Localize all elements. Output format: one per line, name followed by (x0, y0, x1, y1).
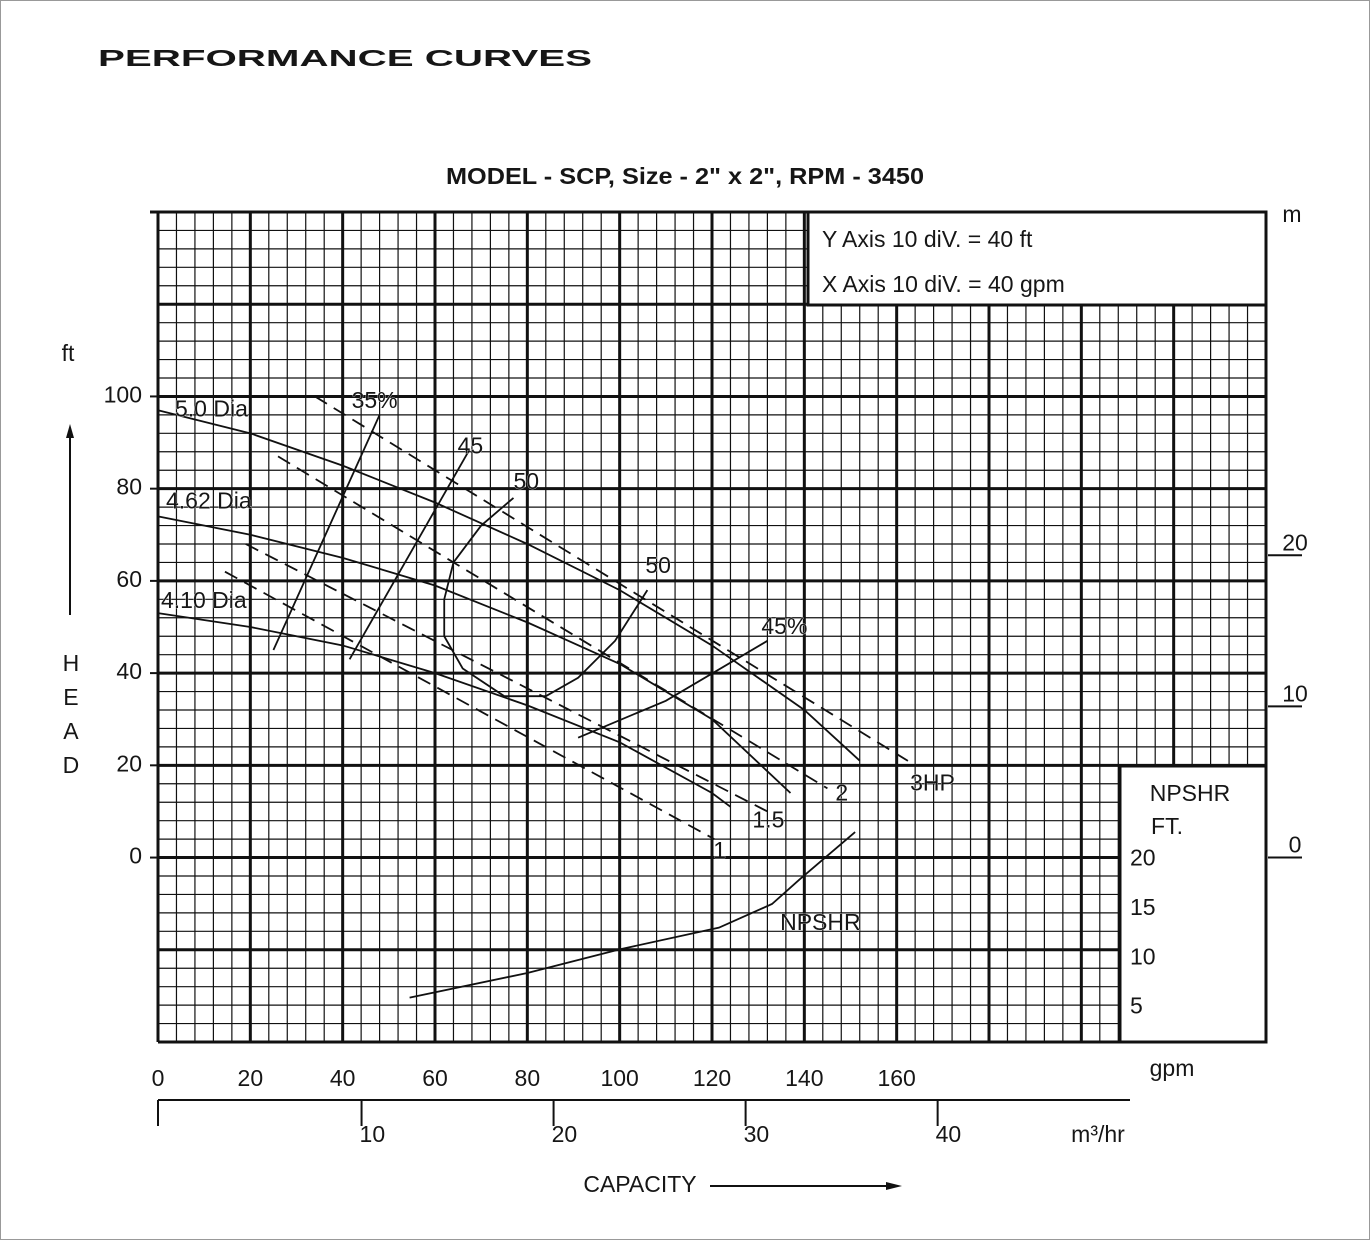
curve-label: 50 (513, 468, 539, 494)
curve-label: 1.5 (752, 807, 784, 833)
curve-label: 2 (835, 779, 848, 805)
x-tick-label: 80 (515, 1065, 541, 1091)
y-unit: ft (62, 340, 75, 366)
x2-unit: m³/hr (1071, 1121, 1125, 1147)
curve-label: 45 (458, 433, 484, 459)
curve-label: NPSHR (780, 909, 861, 935)
chart-title: PERFORMANCE CURVES (98, 45, 592, 71)
curve-label: 4.10 Dia (161, 587, 247, 613)
curve (245, 543, 768, 813)
curve (443, 497, 649, 698)
x-label: CAPACITY (583, 1171, 696, 1197)
y2-tick-label: 0 (1289, 832, 1302, 858)
curve (348, 449, 471, 660)
x2-tick-label: 30 (744, 1121, 770, 1147)
curve-label: 1 (713, 837, 726, 863)
x2-tick-label: 40 (936, 1121, 962, 1147)
x-tick-label: 40 (330, 1065, 356, 1091)
note: X Axis 10 diV. = 40 gpm (822, 271, 1065, 297)
y-tick-label: 20 (116, 750, 142, 776)
chart-subtitle: MODEL - SCP, Size - 2" x 2", RPM - 3450 (446, 163, 924, 189)
y2-unit: m (1282, 201, 1301, 227)
y-label: HEAD (58, 650, 84, 786)
y3-tick-label: 10 (1130, 943, 1156, 969)
curve (224, 570, 715, 840)
curve (277, 455, 828, 790)
y-tick-label: 60 (116, 566, 142, 592)
y-arrow-head (66, 424, 74, 438)
x-arrow-head (886, 1182, 902, 1190)
curve (577, 640, 768, 739)
note: Y Axis 10 diV. = 40 ft (822, 226, 1033, 252)
curve-label: 50 (645, 552, 671, 578)
x-tick-label: 0 (152, 1065, 165, 1091)
curve-label: 35% (352, 387, 398, 413)
x-tick-label: 160 (877, 1065, 915, 1091)
plot: Y Axis 10 diV. = 40 ft X Axis 10 diV. = 4… (104, 210, 1308, 1147)
curve-label: 5.0 Dia (175, 395, 248, 421)
x-tick-label: 120 (693, 1065, 731, 1091)
y3-tick-label: 5 (1130, 993, 1143, 1019)
y-tick-label: 40 (116, 658, 142, 684)
curve (314, 395, 916, 767)
x-tick-label: 100 (600, 1065, 638, 1091)
y-tick-label: 100 (104, 382, 142, 408)
curve (157, 409, 861, 762)
notes-box (806, 210, 1268, 307)
x-tick-label: 140 (785, 1065, 823, 1091)
curve (272, 414, 381, 651)
y3-label: NPSHR (1150, 780, 1231, 806)
y-tick-label: 0 (129, 843, 142, 869)
y3-tick-label: 15 (1130, 894, 1156, 920)
y3-label: FT. (1151, 813, 1183, 839)
curve (409, 831, 856, 999)
curve-label: 3HP (910, 769, 955, 795)
y2-tick-label: 20 (1282, 529, 1308, 555)
npshr-box (1118, 764, 1268, 1044)
x2-tick-label: 20 (552, 1121, 578, 1147)
y3-tick-label: 20 (1130, 845, 1156, 871)
x-tick-label: 20 (238, 1065, 264, 1091)
curve-label: 45% (761, 613, 807, 639)
x2-tick-label: 10 (360, 1121, 386, 1147)
curve-label: 4.62 Dia (166, 487, 252, 513)
y2-tick-label: 10 (1282, 680, 1308, 706)
x-tick-label: 60 (422, 1065, 448, 1091)
x-unit: gpm (1150, 1055, 1195, 1081)
curve (157, 612, 732, 808)
y-tick-label: 80 (116, 474, 142, 500)
